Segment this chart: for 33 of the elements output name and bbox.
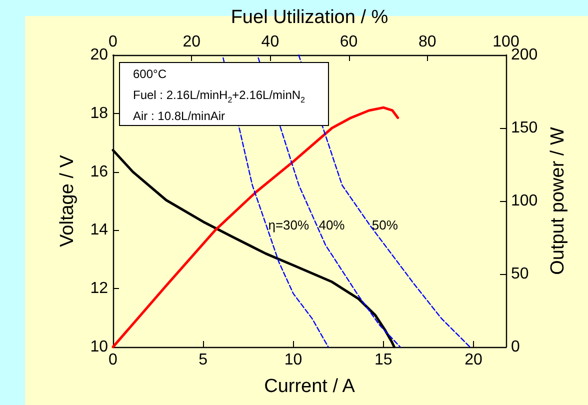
x2-tick-label: 40 [261, 34, 280, 50]
y-tick-label: 12 [90, 280, 108, 298]
x2-tick-label: 60 [340, 34, 358, 50]
annotation: 600°C [133, 66, 168, 83]
y-tick-label: 18 [90, 104, 108, 122]
y-tick-label: 16 [90, 163, 108, 180]
x2-axis-title: Fuel Utilization / % [230, 7, 388, 28]
x-tick-label: 15 [374, 352, 392, 368]
y-tick-label: 14 [90, 222, 108, 239]
x-tick-label: 0 [108, 352, 118, 368]
y2-tick-label: 50 [511, 266, 529, 282]
x-tick-label: 20 [464, 352, 483, 368]
annotation: Fuel : 2.16L/minH$_{2}$+2.16L/minN$_{2}$ [133, 87, 306, 105]
y-axis-title: Voltage / V [57, 154, 78, 247]
x2-tick-label: 0 [108, 34, 118, 50]
y2-tick-label: 200 [511, 46, 538, 64]
y-tick-label: 20 [90, 46, 108, 64]
annotation: 40% [318, 218, 346, 233]
x-axis-title: Current / A [264, 376, 356, 397]
annotation: Air : 10.8L/minAir [133, 108, 226, 125]
x-tick-label: 5 [198, 352, 208, 368]
annotation: η=30% [268, 218, 310, 233]
annotation: 50% [372, 218, 398, 233]
x2-tick-label: 20 [182, 34, 201, 50]
line-series [112, 106, 400, 348]
y2-axis-title: Output power / W [548, 127, 569, 275]
y2-tick-label: 150 [511, 120, 538, 136]
y-tick-label: 10 [90, 338, 108, 356]
y2-tick-label: 0 [511, 338, 520, 356]
text-box: 600°C Fuel : 2.16L/minH$_{2}$+2.16L/minN$_{2}$ Air : 10.8L/minAir [119, 62, 329, 126]
x2-tick-label: 80 [418, 34, 436, 50]
x-tick-label: 10 [284, 352, 302, 368]
y2-tick-label: 100 [511, 192, 538, 210]
